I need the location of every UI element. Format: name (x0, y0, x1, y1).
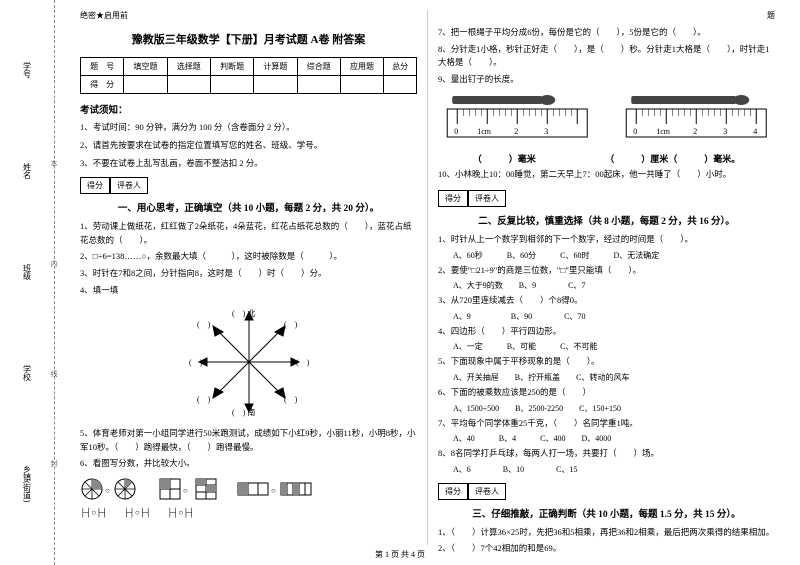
section-header: 得分 评卷人 (438, 190, 775, 207)
question-options: A、9 B、90 C、70 (453, 311, 775, 322)
table-row: 得 分 (81, 76, 417, 94)
section2-title: 二、反复比较，慎重选择（共 8 小题，每题 2 分，共 16 分）。 (438, 213, 775, 227)
binding-field-school: 学校 (22, 365, 33, 381)
notice-item: 1、考试时间：90 分钟，满分为 100 分（含卷面分 2 分）。 (80, 121, 417, 134)
question: 10、小林晚上10：00睡觉，第二天早上7：00起床，他一共睡了（ ）小时。 (438, 168, 775, 182)
ruler-diagrams: 0 1cm 2 3 0 1cm 2 3 4 (438, 94, 775, 144)
marker-xian: 线 (49, 370, 59, 377)
question: 1、（ ）计算36×25时，先把36和5相乘，再把36和2相乘，最后把两次乘得的… (438, 526, 775, 540)
binding-field-town: 乡镇(街道) (22, 465, 33, 502)
page-footer: 第 1 页 共 4 页 (375, 549, 425, 560)
question: 8、分针走1小格，秒针正好走（ ），是（ ）秒。分针走1大格是（ ），时针走1大… (438, 43, 775, 70)
score-box: 得分 (438, 190, 468, 207)
question: 8、8名同学打乒乓球，每两人打一场，共要打（ ）场。 (438, 447, 775, 461)
question-options: A、60秒 B、60分 C、60时 D、无法确定 (453, 250, 775, 261)
svg-text:○: ○ (271, 486, 276, 495)
corner-text: 题 (438, 10, 775, 21)
question: 2、□÷6=138……○，余数最大填（ ），这时被除数是（ ）。 (80, 250, 417, 264)
ruler-answer-labels: （ ）毫米 （ ）厘米（ ）毫米。 (438, 152, 775, 165)
svg-text:0: 0 (454, 127, 458, 136)
question-options: A、开关抽屉 B、拧开瓶盖 C、转动的风车 (453, 372, 775, 383)
svg-text:( ): ( ) (284, 395, 298, 404)
svg-text:○: ○ (183, 486, 188, 495)
question-options: A、1500÷500 B、2500-2250 C、150+150 (453, 403, 775, 414)
question: 9、量出钉子的长度。 (438, 73, 775, 87)
notice-title: 考试须知： (80, 102, 417, 116)
reviewer-box: 评卷人 (110, 177, 148, 194)
svg-text:2: 2 (693, 127, 697, 136)
section-header: 得分 评卷人 (80, 177, 417, 194)
notice-item: 2、请首先按要求在试卷的指定位置填写您的姓名、班级、学号。 (80, 139, 417, 152)
svg-text:4: 4 (753, 127, 757, 136)
marker-nei: 内 (49, 260, 59, 267)
section3-title: 三、仔细推敲，正确判断（共 10 小题，每题 1.5 分，共 15 分）。 (438, 506, 775, 520)
score-table: 题 号 填空题 选择题 判断题 计算题 综合题 应用题 总分 得 分 (80, 57, 417, 94)
svg-text:3: 3 (544, 127, 548, 136)
svg-text:0: 0 (633, 127, 637, 136)
compass-north: ( ) 北 (232, 309, 255, 318)
score-box: 得分 (80, 177, 110, 194)
question: 3、从720里连续减去（ ）个8得0。 (438, 294, 775, 308)
fraction-diagrams: ○ ○ ○ (80, 475, 417, 503)
table-row: 题 号 填空题 选择题 判断题 计算题 综合题 应用题 总分 (81, 58, 417, 76)
svg-text:○: ○ (105, 486, 110, 495)
left-column: 绝密★启用前 豫教版三年级数学【下册】月考试题 A卷 附答案 题 号 填空题 选… (70, 10, 428, 545)
svg-text:( ): ( ) (197, 395, 211, 404)
svg-text:( ): ( ) (284, 320, 298, 329)
question: 7、平均每个同学体重25千克，（ ）名同学重1吨。 (438, 417, 775, 431)
compass-diagram: ( ) 北 ( ) ( ) ( ) ( ) 南 ( ) ( ) ( ) (80, 307, 417, 417)
marker-ben: 本 (49, 160, 59, 167)
svg-text:( ): ( ) (296, 358, 309, 367)
question: 4、填一填 (80, 284, 417, 298)
score-box: 得分 (438, 483, 468, 500)
question: 5、下面现象中属于平移现象的是（ ）。 (438, 355, 775, 369)
question: 3、时针在7和8之间，分针指向8，这时是（ ）时（ ）分。 (80, 267, 417, 281)
question-options: A、40 B、4 C、400 D、4000 (453, 433, 775, 444)
svg-text:( ): ( ) (197, 320, 211, 329)
binding-margin: 学号 姓名 本 班级 内 学校 线 封 乡镇(街道) (0, 0, 55, 565)
exam-title: 豫教版三年级数学【下册】月考试题 A卷 附答案 (80, 31, 417, 47)
question-options: A、6 B、10 C、15 (453, 464, 775, 475)
page-content: 绝密★启用前 豫教版三年级数学【下册】月考试题 A卷 附答案 题 号 填空题 选… (55, 0, 800, 565)
svg-text:1cm: 1cm (656, 127, 671, 136)
binding-field-class: 班级 (22, 264, 33, 280)
question: 4、四边形（ ）平行四边形。 (438, 325, 775, 339)
svg-text:( ) 南: ( ) 南 (232, 407, 255, 417)
notice-item: 3、不要在试卷上乱写乱画，卷面不整洁扣 2 分。 (80, 157, 417, 170)
question: 6、下面的被乘数应该是250的是（ ） (438, 386, 775, 400)
question: 6、看图写分数，并比较大小。 (80, 457, 417, 471)
fraction-answers: ├┤○├┤ ├┤○├┤ ├┤○├┤ (80, 507, 417, 518)
svg-text:2: 2 (514, 127, 518, 136)
question-options: A、一定 B、可能 C、不可能 (453, 341, 775, 352)
binding-field-id: 学号 (22, 62, 33, 78)
right-column: 题 7、把一根绳子平均分成6份，每份是它的（ ），5份是它的（ ）。 8、分针走… (428, 10, 785, 545)
svg-text:3: 3 (723, 127, 727, 136)
binding-field-name: 姓名 (22, 163, 33, 179)
question: 5、体育老师对第一小组同学进行50米跑测试，成绩如下小红9秒，小丽11秒，小明8… (80, 427, 417, 454)
section1-title: 一、用心思考，正确填空（共 10 小题，每题 2 分，共 20 分）。 (80, 200, 417, 214)
marker-feng: 封 (49, 460, 59, 467)
question: 1、时针从上一个数字到相邻的下一个数字，经过的时间是（ ）。 (438, 233, 775, 247)
section-header: 得分 评卷人 (438, 483, 775, 500)
question: 2、（ ）7个42相加的和是69。 (438, 542, 775, 556)
svg-text:1cm: 1cm (477, 127, 492, 136)
question-options: A、大于9的数 B、9 C、7 (453, 280, 775, 291)
reviewer-box: 评卷人 (468, 190, 506, 207)
confidential-label: 绝密★启用前 (80, 10, 417, 21)
question: 2、要使"□21÷9"的商是三位数，"□"里只能填（ ）。 (438, 264, 775, 278)
svg-text:( ): ( ) (189, 358, 203, 367)
reviewer-box: 评卷人 (468, 483, 506, 500)
question: 1、劳动课上做纸花，红红做了2朵纸花，4朵蓝花，红花占纸花总数的（ ），蓝花占纸… (80, 220, 417, 247)
question: 7、把一根绳子平均分成6份，每份是它的（ ），5份是它的（ ）。 (438, 26, 775, 40)
